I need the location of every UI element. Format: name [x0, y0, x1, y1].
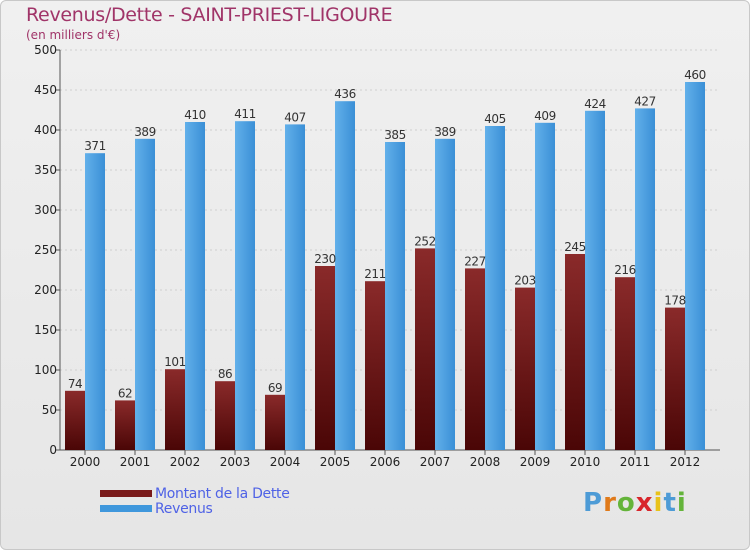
bars — [65, 82, 705, 451]
y-tick-label: 350 — [34, 163, 57, 177]
label-dette-2003: 86 — [218, 367, 232, 381]
bar-revenus-2008 — [485, 126, 505, 450]
x-tick-label-2001: 2001 — [120, 455, 151, 469]
y-tick-label: 150 — [34, 323, 57, 337]
label-dette-2005: 230 — [314, 252, 335, 266]
bar-revenus-2012 — [685, 82, 705, 450]
bar-dette-2001 — [115, 400, 135, 450]
data-labels: 74 371 62 389 101 410 86 411 69 407 230 436 211 385 25… — [68, 68, 706, 400]
bar-dette-2003 — [215, 381, 235, 450]
bar-revenus-2000 — [85, 153, 105, 450]
x-tick-label-2006: 2006 — [370, 455, 401, 469]
y-tick-label: 500 — [34, 43, 57, 57]
bar-revenus-2002 — [185, 122, 205, 450]
bar-dette-2010 — [565, 254, 585, 450]
y-tick-label: 250 — [34, 243, 57, 257]
bar-revenus-2003 — [235, 121, 255, 450]
label-dette-2002: 101 — [164, 355, 185, 369]
bar-revenus-2009 — [535, 122, 555, 451]
label-dette-2000: 74 — [68, 377, 82, 391]
label-dette-2009: 203 — [514, 274, 535, 288]
x-tick-label-2004: 2004 — [270, 455, 301, 469]
label-dette-2012: 178 — [664, 294, 685, 308]
x-tick-label-2009: 2009 — [520, 455, 551, 469]
bar-dette-2012 — [665, 307, 685, 450]
bar-dette-2000 — [65, 390, 85, 450]
legend: Montant de la Dette Revenus — [100, 485, 290, 517]
label-revenus-2002: 410 — [184, 108, 205, 122]
x-axis: 2000 2001 2002 2003 2004 2005 2006 2007 2008 2009… — [70, 450, 701, 469]
y-tick-label: 450 — [34, 83, 57, 97]
x-tick-label-2002: 2002 — [170, 455, 201, 469]
x-tick-label-2010: 2010 — [570, 455, 601, 469]
label-dette-2010: 245 — [564, 240, 585, 254]
legend-swatch-dette — [100, 490, 152, 497]
x-tick-label-2012: 2012 — [670, 455, 701, 469]
y-tick-label: 100 — [34, 363, 57, 377]
legend-label-revenus: Revenus — [155, 500, 213, 517]
label-revenus-2006: 385 — [384, 128, 405, 142]
bar-revenus-2004 — [285, 124, 305, 451]
label-revenus-2004: 407 — [284, 110, 305, 124]
bar-dette-2011 — [615, 277, 635, 450]
bar-revenus-2005 — [335, 101, 355, 450]
label-dette-2007: 252 — [414, 234, 435, 248]
bar-dette-2007 — [415, 248, 435, 450]
bar-dette-2004 — [265, 394, 285, 450]
legend-label-dette: Montant de la Dette — [155, 485, 290, 502]
label-revenus-2009: 409 — [534, 109, 555, 123]
label-revenus-2007: 389 — [434, 125, 455, 139]
legend-item-revenus: Revenus — [100, 500, 290, 517]
x-tick-label-2005: 2005 — [320, 455, 351, 469]
label-dette-2008: 227 — [464, 254, 485, 268]
label-dette-2004: 69 — [268, 381, 282, 395]
label-revenus-2000: 371 — [84, 139, 105, 153]
bar-revenus-2001 — [135, 138, 155, 451]
bar-dette-2002 — [165, 369, 185, 450]
legend-item-dette: Montant de la Dette — [100, 485, 290, 502]
bar-revenus-2010 — [585, 110, 605, 451]
y-tick-label: 400 — [34, 123, 57, 137]
label-revenus-2003: 411 — [234, 107, 255, 121]
bar-revenus-2007 — [435, 138, 455, 451]
label-revenus-2005: 436 — [334, 87, 355, 101]
label-dette-2011: 216 — [614, 263, 635, 277]
label-revenus-2010: 424 — [584, 97, 605, 111]
x-tick-label-2007: 2007 — [420, 455, 451, 469]
label-dette-2001: 62 — [118, 386, 132, 400]
bar-dette-2005 — [315, 266, 335, 450]
label-revenus-2011: 427 — [634, 94, 655, 108]
proxiti-logo: Proxiti — [583, 488, 687, 518]
bar-revenus-2011 — [635, 108, 655, 451]
x-tick-label-2008: 2008 — [470, 455, 501, 469]
bar-dette-2009 — [515, 287, 535, 450]
bar-revenus-2006 — [385, 142, 405, 450]
bar-dette-2008 — [465, 268, 485, 450]
label-revenus-2012: 460 — [684, 68, 705, 82]
bar-dette-2006 — [365, 281, 385, 450]
chart-title: Revenus/Dette - SAINT-PRIEST-LIGOURE — [26, 4, 393, 26]
x-tick-label-2000: 2000 — [70, 455, 101, 469]
y-tick-label: 200 — [34, 283, 57, 297]
chart-subtitle: (en milliers d'€) — [26, 28, 121, 42]
y-tick-label: 0 — [49, 443, 57, 457]
y-tick-label: 300 — [34, 203, 57, 217]
x-tick-label-2003: 2003 — [220, 455, 251, 469]
x-tick-label-2011: 2011 — [620, 455, 651, 469]
label-dette-2006: 211 — [364, 267, 385, 281]
y-tick-label: 50 — [42, 403, 57, 417]
legend-swatch-revenus — [100, 505, 152, 512]
label-revenus-2008: 405 — [484, 112, 505, 126]
label-revenus-2001: 389 — [134, 125, 155, 139]
